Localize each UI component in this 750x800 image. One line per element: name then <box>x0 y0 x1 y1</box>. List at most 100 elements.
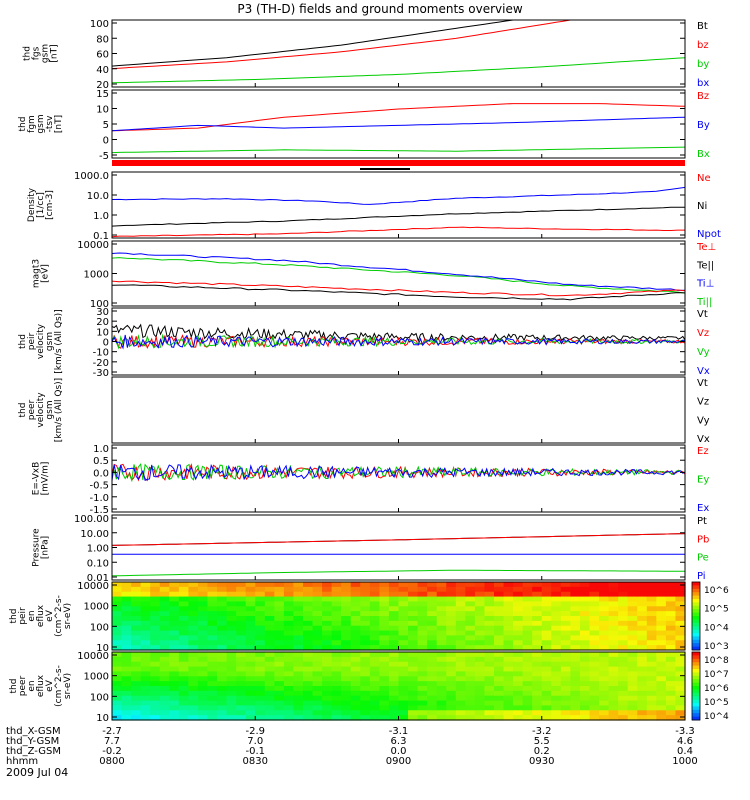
spectrogram-cell <box>541 601 552 607</box>
spectrogram-cell <box>322 695 333 702</box>
spectrogram-cell <box>656 586 667 593</box>
spectrogram-cell <box>341 710 352 716</box>
spectrogram-cell <box>522 582 533 588</box>
spectrogram-cell <box>541 715 552 721</box>
spectrogram-cell <box>560 700 571 707</box>
spectrogram-cell <box>675 586 686 593</box>
spectrogram-cell <box>274 606 285 612</box>
spectrogram-cell <box>178 606 189 612</box>
spectrogram-cell <box>656 635 667 641</box>
spectrogram-cell <box>178 635 189 641</box>
spectrogram-cell <box>293 671 304 677</box>
ylabel-peer-velocity: thd peer velocity gsm [km/s (All Qs)] <box>18 378 64 442</box>
spectrogram-cell <box>274 705 285 711</box>
spectrogram-cell <box>197 625 209 632</box>
spectrogram-cell <box>121 586 132 593</box>
spectrogram-cell <box>503 596 514 603</box>
spectrogram-cell <box>503 606 514 612</box>
spectrogram-cell <box>637 620 648 627</box>
spectrogram-cell <box>131 601 142 607</box>
spectrogram-cell <box>484 586 495 593</box>
spectrogram-cell <box>646 611 657 617</box>
spectrogram-cell <box>255 700 266 707</box>
spectrogram-cell <box>331 616 342 622</box>
colorbar-tick: 10^6 <box>704 684 729 694</box>
spectrogram-cell <box>675 715 686 721</box>
spectrogram-cell <box>541 640 552 646</box>
ylabel-line: thd <box>18 334 28 349</box>
spectrogram-cell <box>264 690 275 697</box>
spectrogram-cell <box>455 652 466 658</box>
spectrogram-cell <box>159 656 170 663</box>
spectrogram-cell <box>427 620 438 627</box>
spectrogram-cell <box>112 656 123 663</box>
spectrogram-cell <box>178 676 189 682</box>
spectrogram-cell <box>245 586 256 593</box>
spectrogram-cell <box>665 611 677 617</box>
spectrogram-cell <box>446 666 457 673</box>
spectrogram-cell <box>551 661 562 668</box>
spectrogram-cell <box>178 652 189 658</box>
legend-Vz: Vz <box>697 397 709 408</box>
spectrogram-cell <box>503 681 514 687</box>
ylabel-line: gsm <box>36 114 46 133</box>
spectrogram-cell <box>341 586 352 593</box>
spectrogram-cell <box>455 705 466 711</box>
spectrogram-cell <box>656 686 667 692</box>
spectrogram-cell <box>637 611 648 617</box>
spectrogram-cell <box>379 695 390 702</box>
spectrogram-cell <box>494 681 505 687</box>
spectrogram-cell <box>112 671 123 677</box>
spectrogram-cell <box>264 616 275 622</box>
spectrogram-cell <box>379 645 390 651</box>
spectrogram-cell <box>312 611 323 617</box>
panel-pressure: Pressure [nPa]PtPbPePi100.0010.001.000.10… <box>32 514 710 584</box>
spectrogram-cell <box>570 630 581 637</box>
spectrogram-cell <box>474 601 486 607</box>
spectrogram-cell <box>398 700 409 707</box>
spectrogram-cell <box>150 591 161 598</box>
spectrogram-cell <box>312 710 323 716</box>
spectrogram-cell <box>312 606 323 612</box>
spectrogram-cell <box>494 661 505 668</box>
spectrogram-cell <box>503 695 514 702</box>
spectrogram-cell <box>427 582 438 588</box>
spectrogram-cell <box>446 645 457 651</box>
plot-title: P3 (TH-D) fields and ground moments over… <box>237 2 522 16</box>
spectrogram-cell <box>369 715 380 721</box>
spectrogram-cell <box>465 601 476 607</box>
colorbar-swatch <box>692 672 700 677</box>
spectrogram-cell <box>436 591 447 598</box>
spectrogram-cell <box>408 715 419 721</box>
spectrogram-cell <box>140 676 151 682</box>
spectrogram-cell <box>303 601 314 607</box>
spectrogram-cell <box>293 586 304 593</box>
spectrogram-cell <box>541 582 552 588</box>
spectrogram-cell <box>341 676 352 682</box>
colorbar-swatch <box>692 626 700 631</box>
spectrogram-cell <box>112 710 123 716</box>
spectrogram-cell <box>646 676 657 682</box>
spectrogram-cell <box>484 606 495 612</box>
spectrogram-cell <box>398 591 409 598</box>
spectrogram-cell <box>112 625 123 632</box>
spectrogram-cell <box>388 611 400 617</box>
spectrogram-cell <box>112 661 123 668</box>
spectrogram-cell <box>532 695 543 702</box>
spectrogram-cell <box>455 690 466 697</box>
spectrogram-cell <box>197 656 209 663</box>
colorbar-swatch <box>692 713 700 718</box>
spectrogram-cell <box>245 666 256 673</box>
panel-frame <box>111 376 686 444</box>
panel-frame <box>111 19 686 88</box>
spectrogram-cell <box>446 630 457 637</box>
spectrogram-cell <box>589 586 600 593</box>
spectrogram-cell <box>541 686 552 692</box>
spectrogram-cell <box>599 715 610 721</box>
spectrogram-cell <box>570 686 581 692</box>
spectrogram-cell <box>207 596 218 603</box>
spectrogram-cell <box>264 666 275 673</box>
spectrogram-cell <box>236 645 247 651</box>
spectrogram-cell <box>207 606 218 612</box>
legend-Vx: Vx <box>697 366 710 377</box>
